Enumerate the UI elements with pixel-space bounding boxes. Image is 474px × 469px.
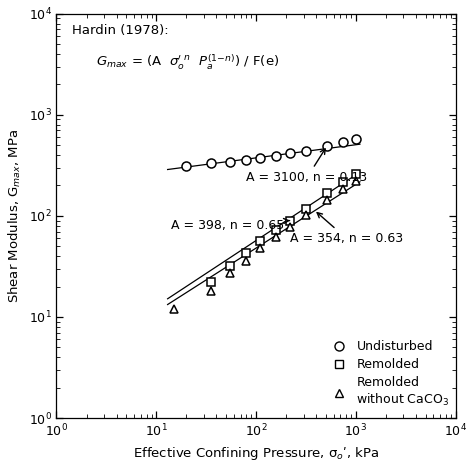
Remolded
without CaCO$_3$ xyxy=(257,245,263,251)
Remolded xyxy=(353,171,359,177)
Text: A = 3100, n = 0.13: A = 3100, n = 0.13 xyxy=(246,149,367,184)
Remolded
without CaCO$_3$ xyxy=(340,186,346,192)
Remolded xyxy=(273,227,279,233)
Y-axis label: Shear Modulus, G$_{max}$, MPa: Shear Modulus, G$_{max}$, MPa xyxy=(7,129,23,303)
Undisturbed xyxy=(273,153,279,159)
Remolded xyxy=(244,250,249,256)
Undisturbed xyxy=(287,151,293,156)
Remolded
without CaCO$_3$ xyxy=(303,212,309,218)
Remolded xyxy=(227,263,233,269)
Undisturbed xyxy=(208,161,213,166)
Undisturbed xyxy=(244,157,249,162)
Text: Hardin (1978):: Hardin (1978): xyxy=(73,24,169,37)
Remolded xyxy=(257,238,263,243)
Undisturbed xyxy=(325,144,330,149)
Legend: Undisturbed, Remolded, Remolded
without CaCO$_3$: Undisturbed, Remolded, Remolded without … xyxy=(327,340,449,408)
Text: A = 398, n = 0.65: A = 398, n = 0.65 xyxy=(171,219,290,232)
Undisturbed xyxy=(183,163,189,169)
Remolded
without CaCO$_3$ xyxy=(171,306,177,312)
Remolded xyxy=(287,218,293,223)
Undisturbed xyxy=(340,139,346,145)
Remolded xyxy=(303,206,309,212)
Text: $G_{max}$ = (A  $\sigma_o^{\prime\ n}$  $P_a^{(1\mathregular{-}n)}$) / F(e): $G_{max}$ = (A $\sigma_o^{\prime\ n}$ $P… xyxy=(96,52,280,72)
Undisturbed xyxy=(257,155,263,161)
Remolded
without CaCO$_3$ xyxy=(208,288,213,294)
Remolded
without CaCO$_3$ xyxy=(353,179,359,184)
Line: Undisturbed: Undisturbed xyxy=(182,134,360,171)
Undisturbed xyxy=(353,136,359,142)
Line: Remolded: Remolded xyxy=(207,170,360,286)
Remolded
without CaCO$_3$ xyxy=(227,271,233,276)
Undisturbed xyxy=(227,159,233,164)
Remolded
without CaCO$_3$ xyxy=(325,197,330,203)
Line: Remolded
without CaCO$_3$: Remolded without CaCO$_3$ xyxy=(170,177,360,313)
X-axis label: Effective Confining Pressure, σ$_o$ʹ, kPa: Effective Confining Pressure, σ$_o$ʹ, kP… xyxy=(133,445,379,462)
Remolded xyxy=(340,180,346,185)
Remolded xyxy=(325,190,330,196)
Remolded xyxy=(208,280,213,285)
Remolded
without CaCO$_3$ xyxy=(244,258,249,264)
Remolded
without CaCO$_3$ xyxy=(273,234,279,240)
Undisturbed xyxy=(303,148,309,154)
Remolded
without CaCO$_3$ xyxy=(287,224,293,230)
Text: A = 354, n = 0.63: A = 354, n = 0.63 xyxy=(290,212,403,245)
